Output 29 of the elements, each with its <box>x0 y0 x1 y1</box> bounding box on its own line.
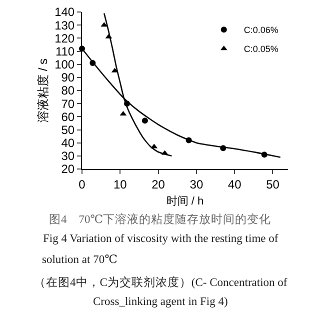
y-tick-label: 20 <box>61 162 75 176</box>
y-tick-label: 110 <box>55 44 75 58</box>
x-tick-label: 50 <box>266 177 280 192</box>
caption: 图4 70℃下溶液的粘度随存放时间的变化 <box>49 212 272 226</box>
y-tick-label: 140 <box>54 5 75 20</box>
y-tick-label: 30 <box>61 149 75 164</box>
y-tick-label: 80 <box>61 84 75 98</box>
y-tick-label: 70 <box>61 96 75 111</box>
x-tick-label: 30 <box>190 177 204 192</box>
y-tick-label: 40 <box>61 136 75 150</box>
y-tick-label: 50 <box>61 122 75 137</box>
x-tick-label: 0 <box>78 177 86 192</box>
caption: Fig 4 Variation of viscosity with the resting time of <box>43 233 278 245</box>
legend-label: C:0.05% <box>244 44 278 54</box>
y-tick-label: 90 <box>61 70 75 85</box>
legend-label: C:0.06% <box>244 25 278 36</box>
y-tick-label: 100 <box>54 58 75 72</box>
y-tick-label: 60 <box>61 110 75 124</box>
y-tick-label: 120 <box>54 31 75 46</box>
x-axis-title: 时间 / h <box>166 194 204 208</box>
y-tick-label: 130 <box>54 18 75 32</box>
x-tick-label: 10 <box>113 177 128 192</box>
text: Cross_linking agent in Fig 4) <box>93 296 228 308</box>
point <box>142 118 148 124</box>
y-axis-title: 溶液粘度 / s <box>36 58 50 123</box>
x-tick-label: 20 <box>152 177 166 192</box>
x-tick-label: 40 <box>228 177 242 192</box>
text: solution at 70℃ <box>42 254 118 266</box>
text: （在图4中，C为交联剂浓度）(C- Concentration of <box>34 275 288 289</box>
